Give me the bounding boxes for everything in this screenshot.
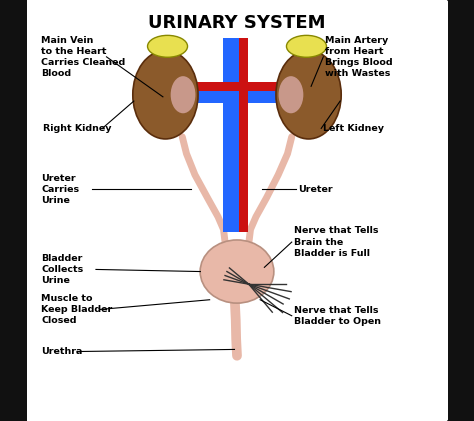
Bar	[239, 38, 248, 232]
Ellipse shape	[133, 51, 198, 139]
Bar	[223, 38, 241, 232]
FancyBboxPatch shape	[21, 0, 453, 421]
Bar	[176, 75, 186, 91]
Text: Nerve that Tells
Bladder to Open: Nerve that Tells Bladder to Open	[294, 306, 381, 326]
Bar	[288, 82, 298, 103]
Text: Bladder
Collects
Urine: Bladder Collects Urine	[41, 254, 83, 285]
Text: Right Kidney: Right Kidney	[43, 124, 112, 133]
Text: URINARY SYSTEM: URINARY SYSTEM	[148, 14, 326, 32]
Bar	[288, 75, 298, 91]
Ellipse shape	[171, 76, 195, 113]
Ellipse shape	[147, 35, 188, 57]
Text: Left Kidney: Left Kidney	[323, 124, 384, 133]
Text: Ureter
Carries
Urine: Ureter Carries Urine	[41, 174, 79, 205]
Ellipse shape	[200, 240, 274, 303]
Text: Nerve that Tells
Brain the
Bladder is Full: Nerve that Tells Brain the Bladder is Fu…	[294, 226, 378, 258]
Text: Ureter: Ureter	[298, 185, 333, 194]
Text: Muscle to
Keep Bladder
Closed: Muscle to Keep Bladder Closed	[41, 294, 112, 325]
Bar	[176, 82, 186, 103]
Ellipse shape	[286, 35, 327, 57]
Ellipse shape	[279, 76, 303, 113]
Text: Urethra: Urethra	[41, 347, 82, 356]
Text: Main Artery
from Heart
Brings Blood
with Wastes: Main Artery from Heart Brings Blood with…	[326, 36, 393, 78]
Bar	[164, 82, 310, 91]
Bar	[164, 91, 310, 103]
Ellipse shape	[276, 51, 341, 139]
Text: Main Vein
to the Heart
Carries Cleaned
Blood: Main Vein to the Heart Carries Cleaned B…	[41, 36, 126, 78]
